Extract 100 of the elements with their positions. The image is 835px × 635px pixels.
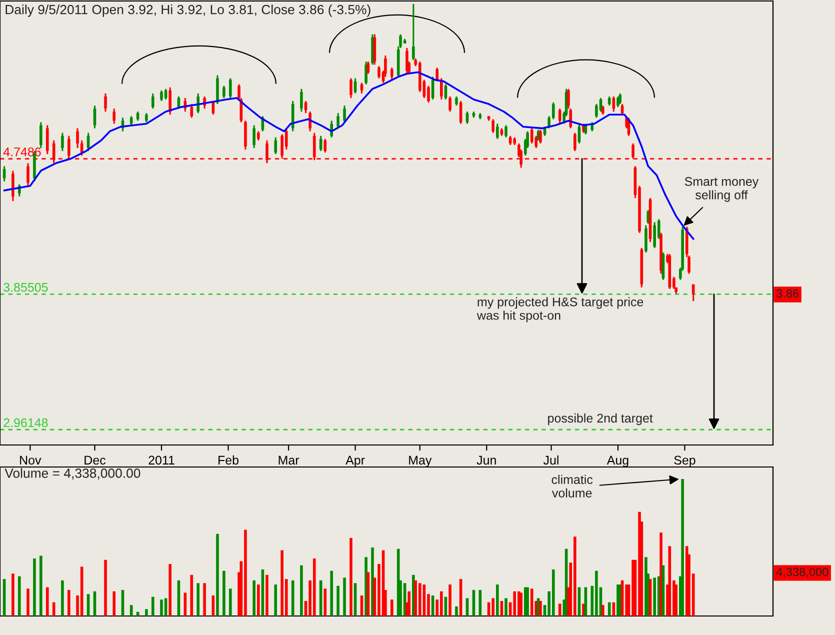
candlestick <box>151 92 154 110</box>
candlestick <box>574 132 576 152</box>
annotation: possible 2nd target <box>548 413 653 426</box>
annotation: my projected H&S target price was hit spot-on <box>476 297 644 322</box>
candlestick <box>569 108 572 130</box>
bar <box>266 574 268 616</box>
bar <box>343 578 346 616</box>
x-tick-label: Feb <box>218 455 238 465</box>
x-tick-label: Apr <box>346 456 365 468</box>
chart-title: Daily 9/5/2011 Open 3.92, Hi 3.92, Lo 3.81, Close 3.86 (-3.5%) <box>6 4 370 17</box>
candlestick <box>196 92 200 114</box>
candlestick <box>644 224 648 254</box>
candlestick <box>190 103 194 118</box>
x-tick-label: Sep <box>674 456 696 468</box>
bar <box>46 587 49 616</box>
bar <box>530 588 534 616</box>
bar <box>608 602 611 616</box>
bar <box>104 560 107 616</box>
candlestick <box>26 162 30 187</box>
bar <box>653 578 656 616</box>
bar <box>371 548 374 616</box>
candlestick <box>2 165 6 182</box>
bar <box>112 591 116 616</box>
candlestick <box>112 108 116 125</box>
candlestick <box>440 78 443 100</box>
bar <box>408 591 411 616</box>
candlestick <box>160 90 163 102</box>
annotation: climatic volume <box>552 474 593 498</box>
candlestick <box>350 78 352 99</box>
bar <box>190 574 194 616</box>
candlestick <box>618 92 622 105</box>
bar <box>33 558 36 616</box>
bar <box>160 600 163 616</box>
candlestick <box>378 65 380 80</box>
candlestick <box>548 115 550 130</box>
x-tick-label: Aug <box>606 456 628 468</box>
candlestick <box>595 103 598 118</box>
candlestick <box>427 85 430 104</box>
bar <box>80 566 84 616</box>
ref-line-label: 2.96148 <box>4 418 48 428</box>
bar <box>350 538 352 616</box>
bar <box>366 572 370 616</box>
bar <box>668 546 672 616</box>
bar <box>466 598 469 616</box>
candlestick <box>40 121 42 149</box>
bar <box>330 570 333 616</box>
bar <box>448 584 452 616</box>
candlestick <box>228 78 232 99</box>
bar <box>336 586 340 616</box>
candlestick <box>324 138 327 154</box>
candlestick <box>76 128 79 149</box>
x-tick-label: 2011 <box>148 456 174 465</box>
bar <box>526 587 529 616</box>
chart-title: Volume = 4,338,000.00 <box>4 468 140 480</box>
bar <box>216 534 219 616</box>
bar <box>203 583 206 616</box>
candlestick <box>61 132 64 152</box>
candlestick <box>274 136 278 155</box>
bar <box>390 600 394 616</box>
bar <box>164 598 168 616</box>
candlestick <box>168 86 172 116</box>
bar <box>312 558 316 616</box>
bar <box>145 609 148 616</box>
candlestick <box>496 122 499 140</box>
bar <box>26 588 30 616</box>
candlestick <box>46 124 49 155</box>
bar <box>660 532 662 616</box>
x-tick-label: May <box>409 456 432 468</box>
bar <box>324 588 327 616</box>
bar <box>492 598 494 616</box>
bar <box>558 604 562 616</box>
bar <box>504 598 508 616</box>
bar <box>12 574 14 616</box>
candlestick <box>412 3 415 61</box>
bar <box>455 606 458 616</box>
x-tick-label: Dec <box>84 456 106 465</box>
candlestick <box>455 96 458 106</box>
candlestick <box>252 124 256 149</box>
bar <box>578 587 581 616</box>
bar <box>252 580 256 616</box>
candlestick <box>390 66 394 81</box>
candlestick <box>608 96 611 106</box>
bar <box>196 583 200 616</box>
candlestick <box>343 104 346 123</box>
candlestick <box>601 104 604 116</box>
bar <box>184 592 187 616</box>
candlestick <box>448 96 452 112</box>
candlestick <box>12 170 14 202</box>
candlestick <box>436 66 438 82</box>
bar <box>582 604 585 616</box>
bar <box>539 600 542 616</box>
candlestick <box>93 104 96 130</box>
bar <box>364 557 368 616</box>
bar <box>18 576 21 616</box>
x-tick-label: Jul <box>543 455 558 465</box>
bar <box>638 512 641 616</box>
candlestick <box>406 47 408 74</box>
candlestick <box>104 92 107 112</box>
candlestick <box>552 102 555 120</box>
bar <box>40 556 42 616</box>
